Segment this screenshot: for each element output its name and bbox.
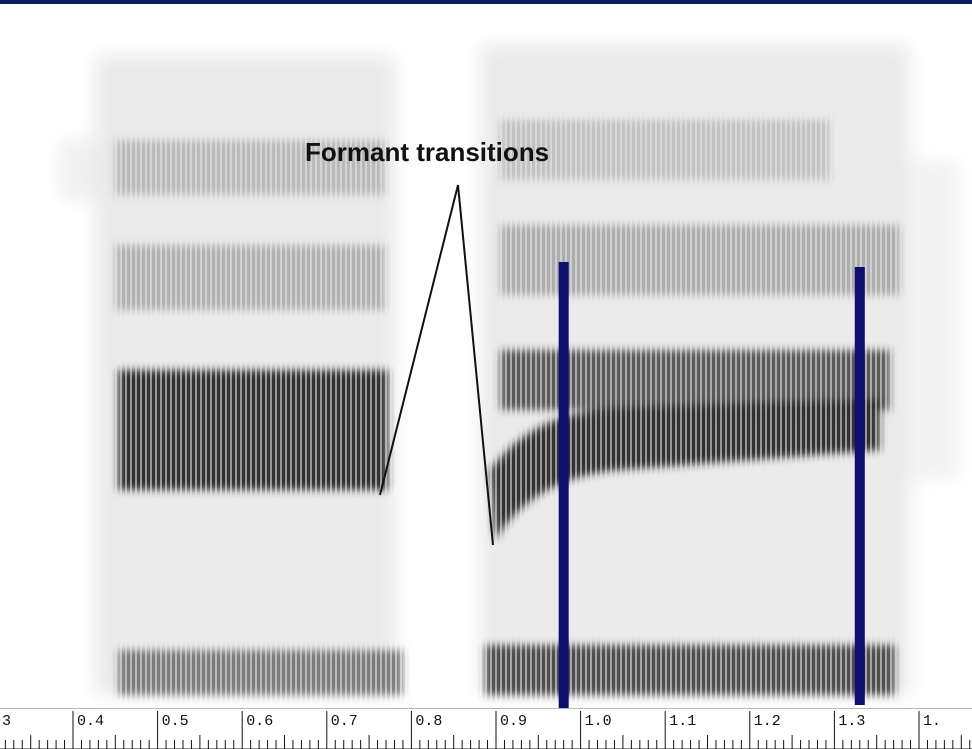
formant-f2-vowel-2 <box>500 350 890 410</box>
low-energy-bar-vowel-2 <box>485 645 895 695</box>
window-top-border <box>0 0 972 4</box>
pointer-line-left <box>379 184 459 496</box>
boundary-markers <box>558 262 865 708</box>
segment-boundary-line <box>558 262 569 708</box>
tick-label: 1.0 <box>584 713 612 730</box>
pointer-line-right <box>457 184 494 546</box>
formant-f4-vowel-1 <box>115 140 385 195</box>
time-axis: 3 0.4 0.5 0.6 0.7 0.8 0.9 1.0 1.1 1.2 1.3 1. <box>0 708 972 749</box>
tick-label: 1.3 <box>838 713 866 730</box>
annotation-label: Formant transitions <box>305 137 550 167</box>
tick-label: 0.6 <box>246 713 274 730</box>
annotation-pointers <box>379 184 494 546</box>
formant-f2-transition <box>490 400 880 540</box>
tick-label: 1.1 <box>669 713 697 730</box>
tick-label: 0.5 <box>161 713 189 730</box>
tick-label: 1. <box>923 713 942 730</box>
tick-label: 0.4 <box>77 713 105 730</box>
tick-label: 3 <box>2 713 12 730</box>
formant-f4-vowel-2 <box>500 120 830 180</box>
tick-label: 1.2 <box>753 713 781 730</box>
formant-f2-vowel-1 <box>118 370 388 490</box>
formant-f3-vowel-1 <box>115 245 385 310</box>
tick-label: 0.8 <box>415 713 443 730</box>
time-axis-ruler <box>0 711 972 749</box>
tick-label: 0.7 <box>330 713 358 730</box>
low-energy-bar-vowel-1 <box>118 650 403 695</box>
segment-boundary-line <box>854 267 865 705</box>
tick-label: 0.9 <box>500 713 528 730</box>
